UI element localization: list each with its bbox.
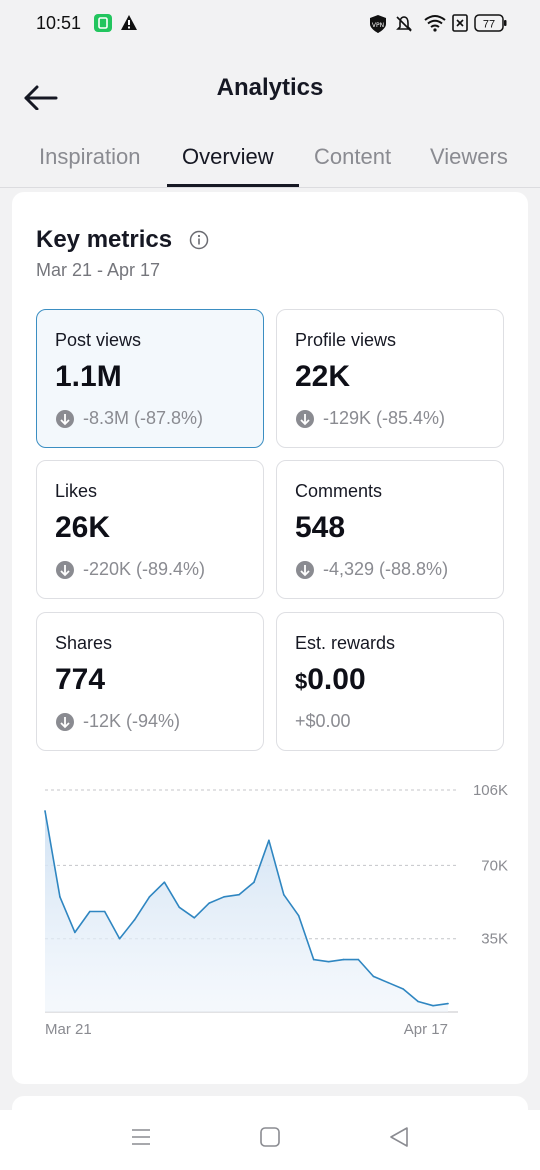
data-point [357,958,360,961]
arrow-down-circle-icon [56,561,74,579]
data-point [223,896,225,898]
metric-delta: +$0.00 [295,711,351,731]
data-point [268,839,270,842]
data-point [387,981,390,984]
data-point [402,988,405,990]
tab-viewers[interactable]: Viewers [430,144,508,169]
data-point [103,910,106,913]
metric-delta: -12K (-94%) [83,711,181,731]
data-point [59,896,61,898]
metric-shares[interactable]: Shares 774 -12K (-94%) [36,612,264,751]
data-point [312,958,315,961]
metric-label: Post views [55,330,142,350]
data-point [163,881,166,883]
data-point [74,931,76,934]
active-tab-indicator [167,184,299,187]
currency-symbol: $ [295,669,308,694]
metric-label: Est. rewards [295,633,396,653]
arrow-down-circle-icon [296,410,314,428]
home-button[interactable] [259,1126,281,1153]
y-tick-label: 35K [481,931,508,948]
data-point [342,958,345,961]
warning-icon [120,14,138,37]
battery-icon: 77 [474,13,508,38]
x-start-label: Mar 21 [45,1021,92,1038]
metric-comments[interactable]: Comments 548 -4,329 (-88.8%) [276,460,504,599]
metric-est-rewards[interactable]: Est. rewards $0.00 +$0.00 [276,612,504,751]
date-range: Mar 21 - Apr 17 [36,260,161,280]
menu-icon [132,1129,150,1145]
data-point [432,1004,434,1007]
data-point [283,893,285,896]
metric-label: Comments [295,481,383,501]
metric-delta: -8.3M (-87.8%) [83,408,204,428]
metric-label: Likes [55,481,98,501]
metric-delta: -220K (-89.4%) [83,559,206,579]
back-button[interactable] [20,70,64,111]
metric-value-number: 0.00 [307,663,366,696]
arrow-down-circle-icon [56,410,74,428]
y-tick-label: 106K [473,782,508,799]
metric-post-views[interactable]: Post views 1.1M -8.3M (-87.8%) [36,309,264,448]
metric-value: $0.00 [295,663,366,697]
tab-content[interactable]: Content [314,144,392,169]
wifi-icon [424,14,446,37]
tab-overview[interactable]: Overview [182,144,274,169]
vpn-icon: VPN [368,14,388,39]
data-point [327,960,330,963]
data-point [372,975,375,978]
system-navigation-bar [0,1110,540,1170]
battery-level: 77 [483,19,495,31]
status-bar: 10:51 VPN 77 [0,0,540,48]
mute-icon [394,14,414,39]
data-point [133,919,136,921]
svg-text:VPN: VPN [372,22,384,29]
triangle-back-icon [390,1127,408,1147]
data-point [148,896,151,898]
square-icon [260,1127,280,1147]
metric-value: 774 [55,663,106,696]
status-time: 10:51 [36,13,82,33]
y-tick-label: 70K [481,857,508,874]
tab-inspiration[interactable]: Inspiration [39,144,141,169]
x-end-label: Apr 17 [404,1021,448,1038]
metric-delta: -129K (-85.4%) [323,408,446,428]
metric-value: 26K [55,511,111,544]
metric-likes[interactable]: Likes 26K -220K (-89.4%) [36,460,264,599]
data-point [297,914,300,917]
series-area-fill [45,810,448,1012]
app-notification-icon [94,14,112,37]
metric-label: Profile views [295,330,397,350]
data-point [118,937,121,940]
data-point [89,910,91,913]
no-sim-icon [452,14,468,37]
data-point [238,893,240,896]
metric-value: 548 [295,511,346,544]
data-point [208,902,210,904]
data-point [178,906,181,909]
key-metrics-card: Key metrics Mar 21 - Apr 17 Post views 1… [12,192,528,1084]
arrow-left-icon [24,85,58,111]
tab-bar: Inspiration Overview Content Viewers [0,128,540,188]
data-point [417,1000,419,1003]
arrow-down-circle-icon [56,713,74,731]
views-trend-chart: 106K 70K 35K Mar 21 Apr 17 [44,782,508,1038]
page-title: Analytics [216,74,324,101]
series-line [44,810,449,1007]
metric-delta: -4,329 (-88.8%) [323,559,449,579]
data-point [44,810,46,812]
data-point [193,917,196,919]
key-metrics-title: Key metrics [36,226,173,253]
metric-label: Shares [55,633,113,653]
recents-button[interactable] [130,1126,152,1153]
app-header: Analytics [0,60,540,120]
metric-value: 1.1M [55,360,122,393]
arrow-down-circle-icon [296,561,314,579]
info-icon[interactable] [188,229,210,256]
metric-value: 22K [295,360,351,393]
data-point [253,881,255,883]
metric-profile-views[interactable]: Profile views 22K -129K (-85.4%) [276,309,504,448]
data-point [447,1002,449,1005]
back-nav-button[interactable] [388,1126,410,1153]
